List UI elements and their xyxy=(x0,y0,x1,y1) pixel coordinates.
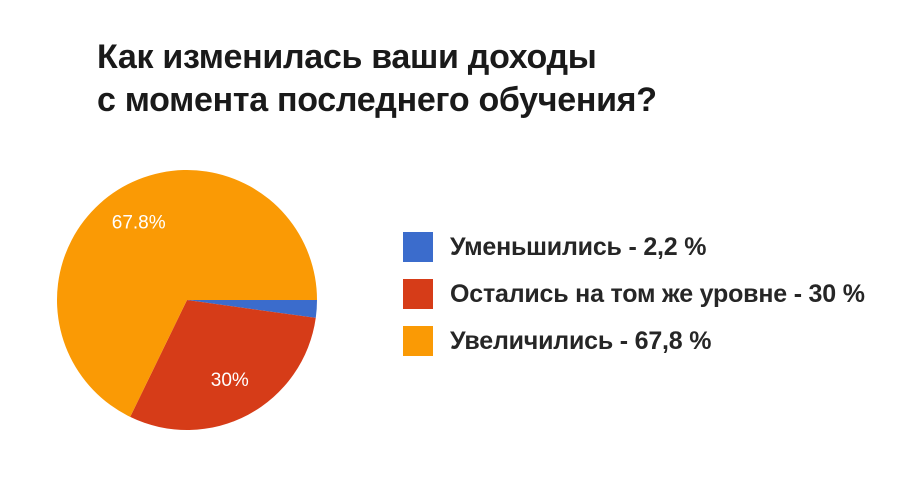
chart-title: Как изменилась ваши доходы с момента пос… xyxy=(97,36,657,122)
legend-item: Остались на том же уровне - 30 % xyxy=(403,279,865,309)
legend-swatch xyxy=(403,279,433,309)
chart-title-line2: с момента последнего обучения? xyxy=(97,81,657,119)
pie-slice-increased xyxy=(56,169,317,417)
legend: Уменьшились - 2,2 % Остались на том же ур… xyxy=(403,232,865,373)
legend-item: Увеличились - 67,8 % xyxy=(403,326,865,356)
pie-slice-label: 30% xyxy=(211,370,249,391)
chart-title-line1: Как изменилась ваши доходы xyxy=(97,38,597,76)
pie-slice-decreased xyxy=(187,300,317,318)
pie-slice-same-level xyxy=(130,300,316,430)
legend-label: Остались на том же уровне - 30 % xyxy=(450,279,865,308)
legend-swatch xyxy=(403,232,433,262)
legend-item: Уменьшились - 2,2 % xyxy=(403,232,865,262)
legend-label: Увеличились - 67,8 % xyxy=(450,326,712,355)
legend-swatch xyxy=(403,326,433,356)
pie-slice-label: 67.8% xyxy=(112,212,166,233)
pie-chart: 30% 67.8% xyxy=(56,169,317,430)
legend-label: Уменьшились - 2,2 % xyxy=(450,232,707,261)
